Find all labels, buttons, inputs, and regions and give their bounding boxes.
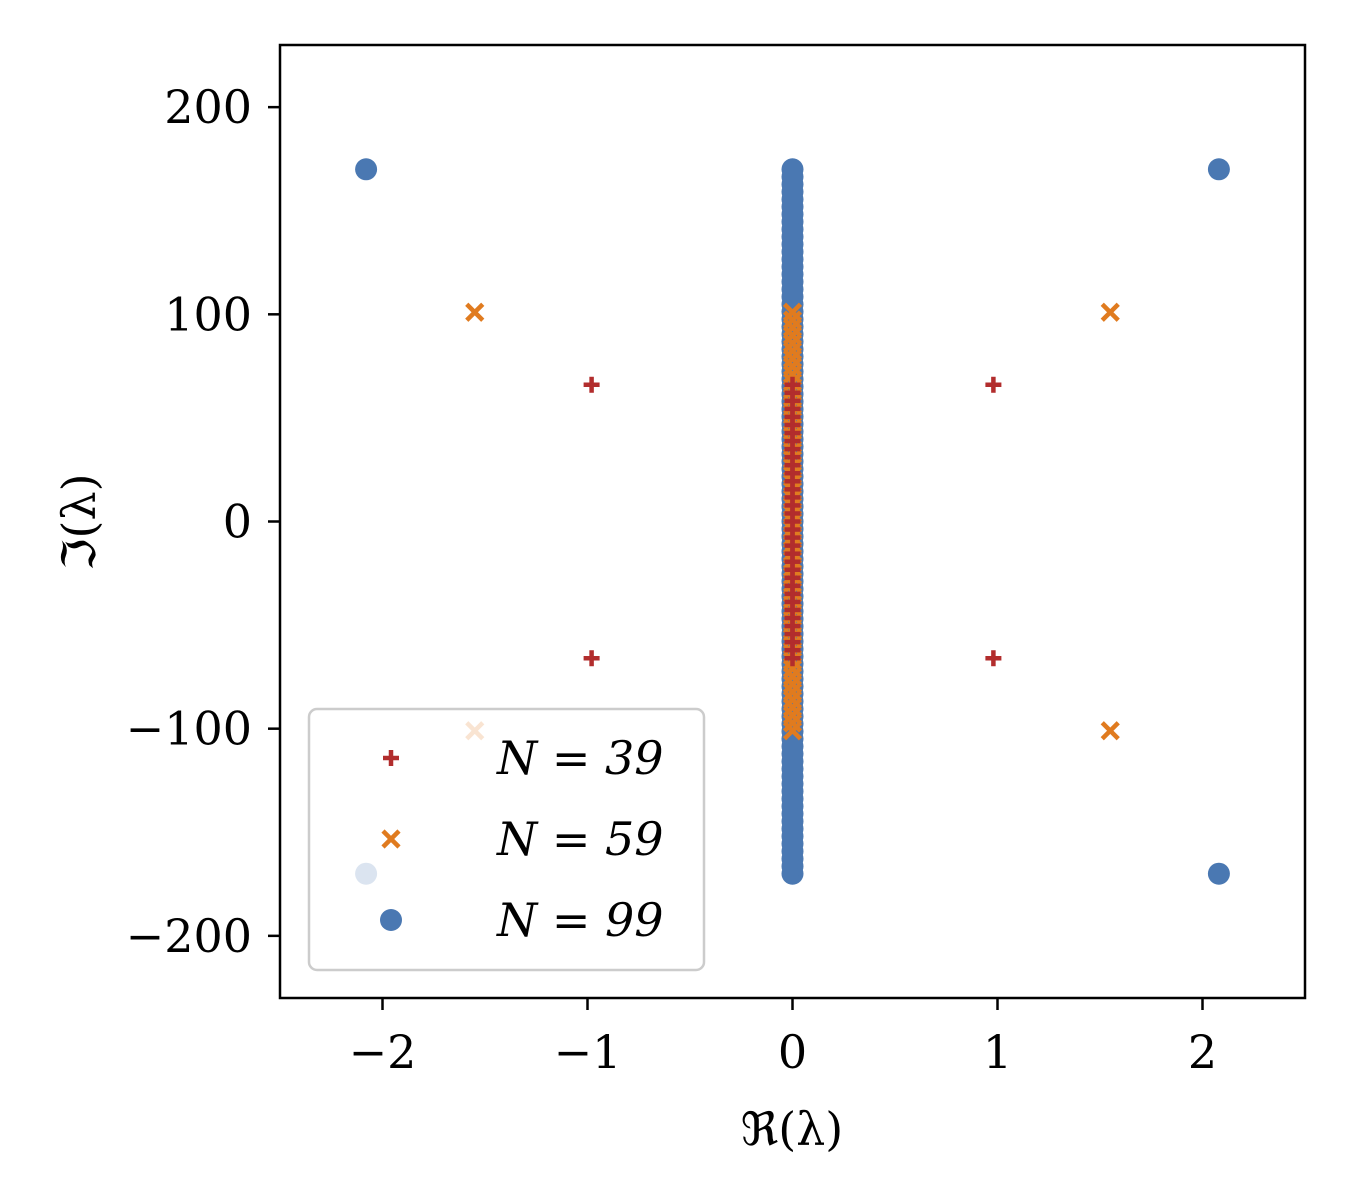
x-tick-label: 0 <box>778 1025 807 1079</box>
x-tick-label: 1 <box>983 1025 1012 1079</box>
x-tick-label: −1 <box>554 1025 622 1079</box>
legend-label: N = 99 <box>496 893 664 947</box>
y-axis-ticks: 200 100 0 −100 −200 <box>126 80 280 963</box>
y-tick-label: 200 <box>164 80 252 134</box>
x-axis-label: ℜ(λ) <box>741 1102 844 1156</box>
data-point-n39 <box>985 376 1002 393</box>
data-point-n99 <box>1207 158 1230 181</box>
x-axis-ticks: −2 −1 0 1 2 <box>349 998 1217 1079</box>
y-tick-label: 100 <box>164 287 252 341</box>
data-point-n39 <box>583 650 600 667</box>
data-point-n59 <box>1100 721 1120 741</box>
legend-label: N = 39 <box>496 731 664 785</box>
legend-label: N = 59 <box>496 812 664 866</box>
legend-box <box>307 707 706 972</box>
legend-marker <box>383 750 399 766</box>
data-point-n39 <box>583 376 600 393</box>
data-point-n99 <box>1207 862 1230 885</box>
data-point-n99 <box>781 158 804 181</box>
x-tick-label: −2 <box>349 1025 417 1079</box>
data-point-n59 <box>782 302 803 322</box>
legend: N = 39 N = 59 N = 99 <box>307 707 706 972</box>
data-point-n99 <box>355 158 378 181</box>
legend-marker <box>380 909 402 931</box>
y-tick-label: −200 <box>126 909 252 963</box>
legend-marker <box>381 829 401 849</box>
y-tick-label: 0 <box>223 495 252 549</box>
data-point-n39 <box>985 650 1002 667</box>
data-point-n39 <box>784 376 801 393</box>
data-point-n59 <box>465 302 485 322</box>
data-point-n59 <box>1100 302 1120 322</box>
y-tick-label: −100 <box>126 702 252 756</box>
y-axis-label: ℑ(λ) <box>52 473 106 570</box>
x-tick-label: 2 <box>1188 1025 1217 1079</box>
